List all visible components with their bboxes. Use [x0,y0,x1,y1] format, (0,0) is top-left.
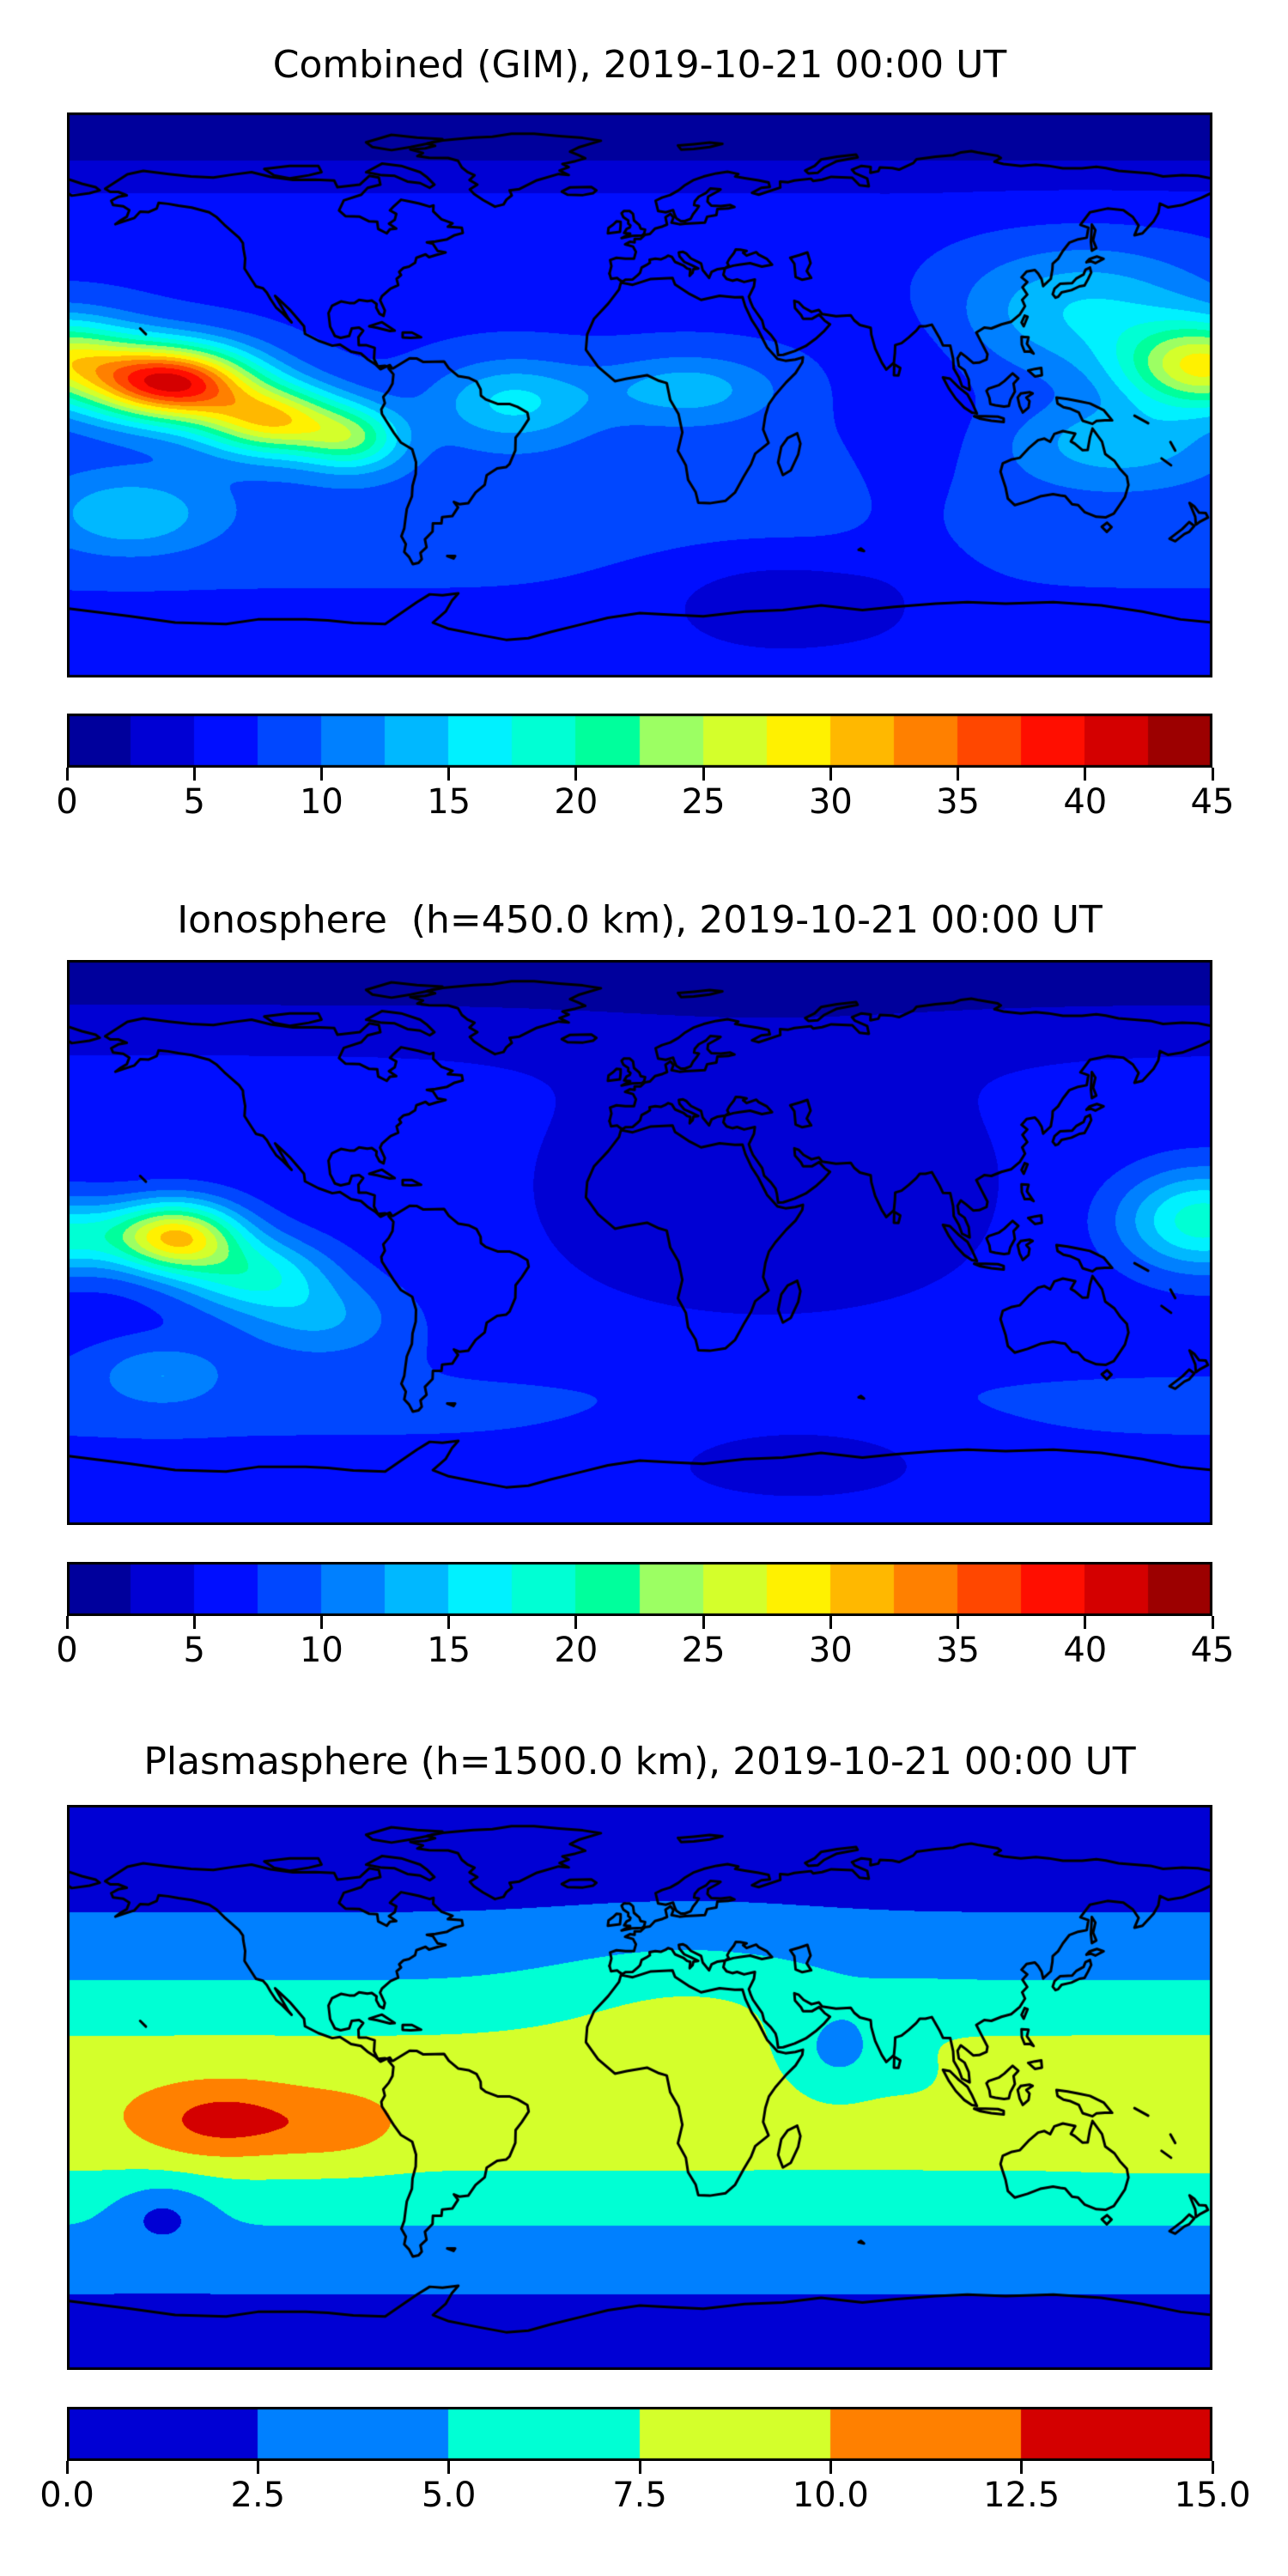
colorbar-tick-label: 5 [183,1631,205,1670]
colorbar-tick-mark [702,768,705,781]
colorbar-tick-label: 0 [56,1631,78,1670]
colorbar-tick-label: 40 [1063,1631,1108,1670]
colorbar-tick-mark [957,768,960,781]
colorbar-tick-mark [1084,1616,1087,1629]
colorbar-tick-mark [447,2461,451,2474]
colorbar-tick-label: 5 [183,782,205,822]
colorbar-tick-label: 20 [554,1631,598,1670]
colorbar-tick-label: 45 [1190,1631,1235,1670]
colorbar-tick-mark [829,1616,832,1629]
colorbar-tick-mark [447,1616,451,1629]
world-contour-map-plasmasphere [67,1805,1212,2370]
colorbar-tick-label: 35 [936,1631,980,1670]
colorbar-tick-label: 15.0 [1174,2476,1251,2515]
colorbar-tick-label: 20 [554,782,598,822]
colorbar-tick-mark [702,1616,705,1629]
colorbar-tick-mark [574,768,578,781]
colorbar-tick-mark [65,2461,69,2474]
colorbar-combined [67,714,1212,768]
colorbar-tick-mark [957,1616,960,1629]
colorbar-tick-label: 10 [299,1631,343,1670]
colorbar-tick-mark [1211,768,1214,781]
colorbar-tick-label: 15 [427,1631,471,1670]
colorbar-tick-label: 35 [936,782,980,822]
colorbar-ticks-ionosphere: 0 5 10 15 20 25 30 35 40 45 [56,1616,1234,1685]
colorbar-tick-label: 10.0 [792,2476,869,2515]
colorbar-plasmasphere [67,2407,1212,2461]
colorbar-tick-mark [1084,768,1087,781]
colorbar-tick-label: 45 [1190,782,1235,822]
colorbar-tick-label: 40 [1063,782,1108,822]
figure-title-plasmasphere: Plasmasphere (h=1500.0 km), 2019-10-21 0… [143,1740,1136,1783]
colorbar-tick-mark [192,768,196,781]
figure-title-ionosphere: Ionosphere (h=450.0 km), 2019-10-21 00:0… [177,898,1103,942]
colorbar-tick-label: 12.5 [983,2476,1060,2515]
colorbar-tick-label: 5.0 [421,2476,477,2515]
figure-title-combined: Combined (GIM), 2019-10-21 00:00 UT [272,43,1007,87]
colorbar-tick-mark [829,768,832,781]
colorbar-tick-label: 25 [681,1631,726,1670]
world-contour-map-ionosphere [67,960,1212,1525]
colorbar-ticks-combined: 0 5 10 15 20 25 30 35 40 45 [56,768,1234,836]
colorbar-tick-mark [1211,2461,1214,2474]
colorbar-tick-label: 25 [681,782,726,822]
colorbar-tick-mark [319,768,323,781]
colorbar-tick-mark [65,1616,69,1629]
colorbar-tick-mark [447,768,451,781]
colorbar-tick-mark [65,768,69,781]
colorbar-tick-label: 30 [808,782,853,822]
colorbar-tick-label: 15 [427,782,471,822]
colorbar-tick-mark [574,1616,578,1629]
colorbar-tick-label: 10 [299,782,343,822]
colorbar-tick-mark [638,2461,641,2474]
world-contour-map-combined [67,112,1212,677]
colorbar-tick-label: 0.0 [39,2476,94,2515]
colorbar-tick-label: 7.5 [612,2476,667,2515]
colorbar-tick-label: 30 [808,1631,853,1670]
colorbar-tick-mark [1020,2461,1024,2474]
colorbar-tick-mark [829,2461,832,2474]
colorbar-tick-label: 2.5 [230,2476,286,2515]
colorbar-tick-mark [256,2461,259,2474]
colorbar-tick-mark [1211,1616,1214,1629]
colorbar-tick-mark [192,1616,196,1629]
colorbar-tick-label: 0 [56,782,78,822]
colorbar-ionosphere [67,1562,1212,1616]
colorbar-tick-mark [319,1616,323,1629]
colorbar-ticks-plasmasphere: 0.0 2.5 5.0 7.5 10.0 12.5 15.0 [39,2461,1251,2530]
